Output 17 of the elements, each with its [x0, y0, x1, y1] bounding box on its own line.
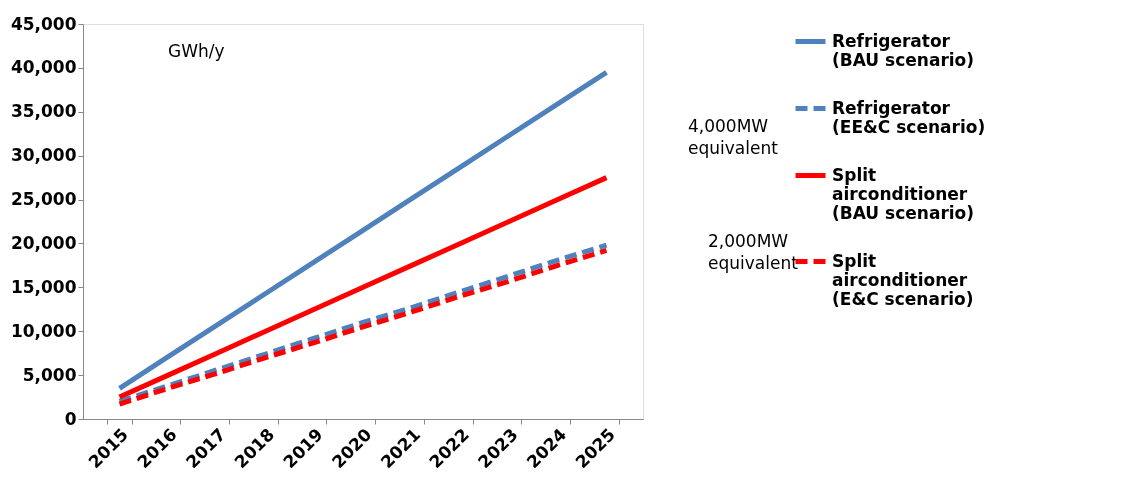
- text: 4,000MW equivalent: [688, 116, 779, 158]
- y-tick-label: 35,000: [10, 101, 77, 122]
- y-tick-label: 10,000: [10, 320, 77, 341]
- y-tick-label: 40,000: [10, 57, 77, 78]
- text: 2,000MW equivalent: [708, 231, 799, 273]
- y-tick-label: 25,000: [10, 189, 77, 210]
- legend-label: Refrigerator (EE&C scenario): [832, 97, 986, 137]
- y-tick-label: 0: [64, 408, 77, 429]
- legend-label: Split airconditioner (BAU scenario): [832, 164, 975, 223]
- y-tick-label: 15,000: [10, 276, 77, 297]
- y-tick-label: 20,000: [10, 232, 77, 253]
- legend-label: Refrigerator (BAU scenario): [832, 30, 975, 70]
- y-tick-label: 45,000: [10, 13, 77, 34]
- annotation: GWh/y: [168, 41, 225, 61]
- y-tick-label: 30,000: [10, 145, 77, 166]
- y-tick-label: 5,000: [22, 364, 77, 385]
- legend-label: Split airconditioner (E&C scenario): [832, 250, 974, 309]
